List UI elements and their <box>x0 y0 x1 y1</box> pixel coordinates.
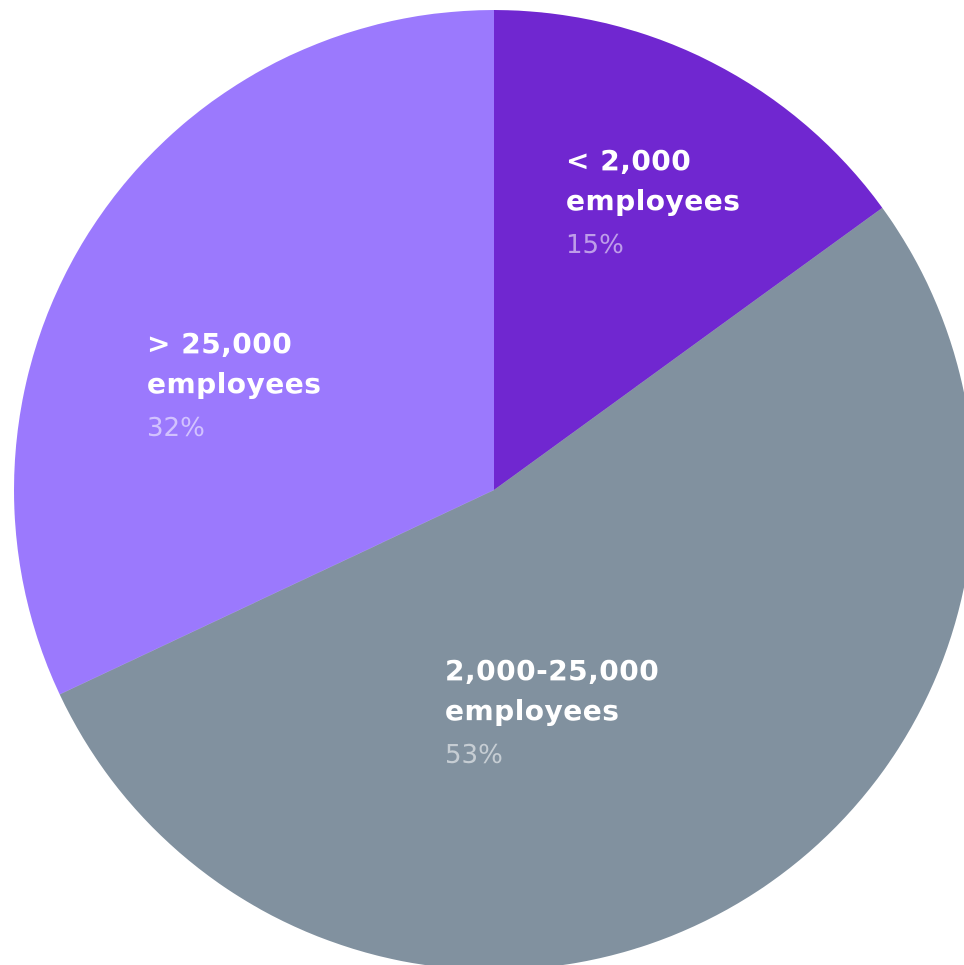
slice-label-name: employees <box>445 694 619 727</box>
slice-label-name: > 25,000 <box>147 327 292 360</box>
slice-label-name: employees <box>147 367 321 400</box>
slice-label-percent: 53% <box>445 740 503 770</box>
slice-label-percent: 15% <box>566 230 624 260</box>
pie-slice <box>13 10 494 695</box>
slice-label-name: employees <box>566 184 740 217</box>
pie-slice <box>494 10 883 490</box>
slice-label-name: 2,000-25,000 <box>445 654 659 687</box>
pie-labels: < 2,000 employees 15% 2,000-25,000 employees… <box>147 144 740 770</box>
pie-slices <box>13 10 964 965</box>
slice-label-percent: 32% <box>147 413 205 443</box>
pie-slice <box>59 207 964 965</box>
slice-label-name: < 2,000 <box>566 144 691 177</box>
